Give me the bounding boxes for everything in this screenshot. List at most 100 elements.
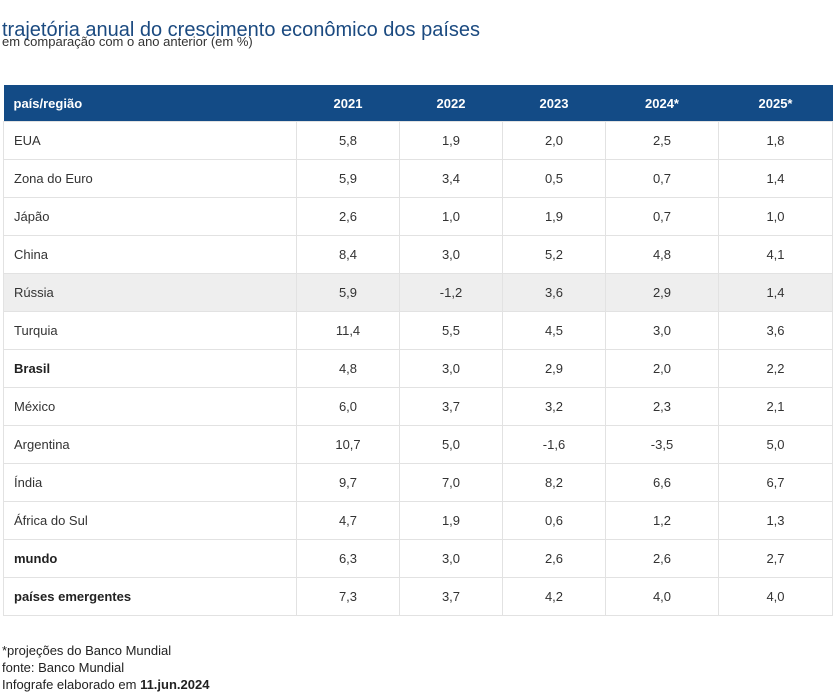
table-body: EUA 5,8 1,9 2,0 2,5 1,8 Zona do Euro 5,9 3,4 0,5 0… bbox=[3, 121, 833, 616]
column-header: 2023 bbox=[502, 85, 606, 122]
table-cell: 1,9 bbox=[399, 501, 503, 540]
row-label: Argentina bbox=[3, 425, 297, 464]
credit-note: Infografe elaborado em 11.jun.2024 bbox=[2, 676, 209, 693]
table-cell: 10,7 bbox=[296, 425, 400, 464]
table-cell: 6,0 bbox=[296, 387, 400, 426]
table-cell: 5,5 bbox=[399, 311, 503, 350]
column-header: 2021 bbox=[296, 85, 400, 122]
row-label: Jápão bbox=[3, 197, 297, 236]
table-cell: 0,7 bbox=[605, 159, 719, 198]
table-cell: 2,2 bbox=[718, 349, 833, 388]
table-cell: 4,1 bbox=[718, 235, 833, 274]
row-label: China bbox=[3, 235, 297, 274]
table-cell: 2,0 bbox=[502, 121, 606, 160]
table-cell: 2,6 bbox=[605, 539, 719, 578]
table-cell: 2,9 bbox=[502, 349, 606, 388]
table-cell: 5,8 bbox=[296, 121, 400, 160]
table-cell: 1,9 bbox=[399, 121, 503, 160]
table-row: países emergentes 7,3 3,7 4,2 4,0 4,0 bbox=[3, 577, 833, 616]
table-row: China 8,4 3,0 5,2 4,8 4,1 bbox=[3, 235, 833, 274]
table-cell: 3,7 bbox=[399, 577, 503, 616]
credit-prefix: Infografe elaborado em bbox=[2, 677, 137, 692]
column-header: país/região bbox=[3, 85, 297, 122]
table-cell: 8,4 bbox=[296, 235, 400, 274]
table-cell: 4,0 bbox=[605, 577, 719, 616]
growth-table: país/região 2021 2022 2023 2024* 2025* E… bbox=[3, 85, 833, 616]
table-cell: 4,8 bbox=[296, 349, 400, 388]
table-row: Zona do Euro 5,9 3,4 0,5 0,7 1,4 bbox=[3, 159, 833, 198]
row-label: Rússia bbox=[3, 273, 297, 312]
table-cell: -3,5 bbox=[605, 425, 719, 464]
table-row: Argentina 10,7 5,0 -1,6 -3,5 5,0 bbox=[3, 425, 833, 464]
source-note: fonte: Banco Mundial bbox=[2, 660, 125, 675]
table-cell: 3,0 bbox=[399, 349, 503, 388]
table-cell: 1,4 bbox=[718, 159, 833, 198]
table-cell: 2,1 bbox=[718, 387, 833, 426]
table-cell: 5,0 bbox=[399, 425, 503, 464]
row-label: Brasil bbox=[3, 349, 297, 388]
table-cell: 5,2 bbox=[502, 235, 606, 274]
table-cell: 1,4 bbox=[718, 273, 833, 312]
table-cell: 3,0 bbox=[399, 235, 503, 274]
table-cell: 3,6 bbox=[502, 273, 606, 312]
row-label: mundo bbox=[3, 539, 297, 578]
row-label: EUA bbox=[3, 121, 297, 160]
table-cell: 1,3 bbox=[718, 501, 833, 540]
table-cell: 2,0 bbox=[605, 349, 719, 388]
table-row: Rússia 5,9 -1,2 3,6 2,9 1,4 bbox=[3, 273, 833, 312]
table-cell: 2,9 bbox=[605, 273, 719, 312]
table-row: Jápão 2,6 1,0 1,9 0,7 1,0 bbox=[3, 197, 833, 236]
table-cell: 5,9 bbox=[296, 273, 400, 312]
row-label: África do Sul bbox=[3, 501, 297, 540]
table-cell: 4,8 bbox=[605, 235, 719, 274]
table-cell: 8,2 bbox=[502, 463, 606, 502]
table-cell: 2,3 bbox=[605, 387, 719, 426]
row-label: Índia bbox=[3, 463, 297, 502]
table-cell: 0,6 bbox=[502, 501, 606, 540]
projection-note: *projeções do Banco Mundial bbox=[2, 643, 172, 658]
table-cell: 4,5 bbox=[502, 311, 606, 350]
table-row: México 6,0 3,7 3,2 2,3 2,1 bbox=[3, 387, 833, 426]
credit-date: 11.jun.2024 bbox=[140, 677, 210, 692]
table-header-row: país/região 2021 2022 2023 2024* 2025* bbox=[3, 85, 833, 122]
table-cell: 2,6 bbox=[502, 539, 606, 578]
table-cell: 5,9 bbox=[296, 159, 400, 198]
table-row: Turquia 11,4 5,5 4,5 3,0 3,6 bbox=[3, 311, 833, 350]
table-row: Brasil 4,8 3,0 2,9 2,0 2,2 bbox=[3, 349, 833, 388]
table-cell: 4,2 bbox=[502, 577, 606, 616]
chart-subtitle: em comparação com o ano anterior (em %) bbox=[2, 34, 253, 49]
table-cell: 3,2 bbox=[502, 387, 606, 426]
table-row: EUA 5,8 1,9 2,0 2,5 1,8 bbox=[3, 121, 833, 160]
table-cell: 11,4 bbox=[296, 311, 400, 350]
table-cell: 2,7 bbox=[718, 539, 833, 578]
table-cell: 3,0 bbox=[605, 311, 719, 350]
table-row: África do Sul 4,7 1,9 0,6 1,2 1,3 bbox=[3, 501, 833, 540]
table-cell: 6,7 bbox=[718, 463, 833, 502]
table-cell: 1,0 bbox=[718, 197, 833, 236]
table-cell: -1,2 bbox=[399, 273, 503, 312]
table-cell: 2,5 bbox=[605, 121, 719, 160]
table-cell: 3,6 bbox=[718, 311, 833, 350]
table-cell: 1,2 bbox=[605, 501, 719, 540]
table-cell: 0,5 bbox=[502, 159, 606, 198]
table-cell: 6,3 bbox=[296, 539, 400, 578]
table-cell: 9,7 bbox=[296, 463, 400, 502]
table-cell: 4,0 bbox=[718, 577, 833, 616]
table-row: mundo 6,3 3,0 2,6 2,6 2,7 bbox=[3, 539, 833, 578]
table-cell: 4,7 bbox=[296, 501, 400, 540]
table-cell: 1,0 bbox=[399, 197, 503, 236]
row-label: países emergentes bbox=[3, 577, 297, 616]
row-label: Turquia bbox=[3, 311, 297, 350]
table-row: Índia 9,7 7,0 8,2 6,6 6,7 bbox=[3, 463, 833, 502]
column-header: 2025* bbox=[718, 85, 833, 122]
table-cell: 1,8 bbox=[718, 121, 833, 160]
table-cell: 1,9 bbox=[502, 197, 606, 236]
footnotes: *projeções do Banco Mundial fonte: Banco… bbox=[2, 642, 209, 693]
column-header: 2024* bbox=[605, 85, 719, 122]
row-label: México bbox=[3, 387, 297, 426]
table-cell: -1,6 bbox=[502, 425, 606, 464]
table-cell: 3,4 bbox=[399, 159, 503, 198]
table-cell: 7,3 bbox=[296, 577, 400, 616]
chart-title: trajetória anual do crescimento econômic… bbox=[2, 19, 481, 42]
table-cell: 5,0 bbox=[718, 425, 833, 464]
